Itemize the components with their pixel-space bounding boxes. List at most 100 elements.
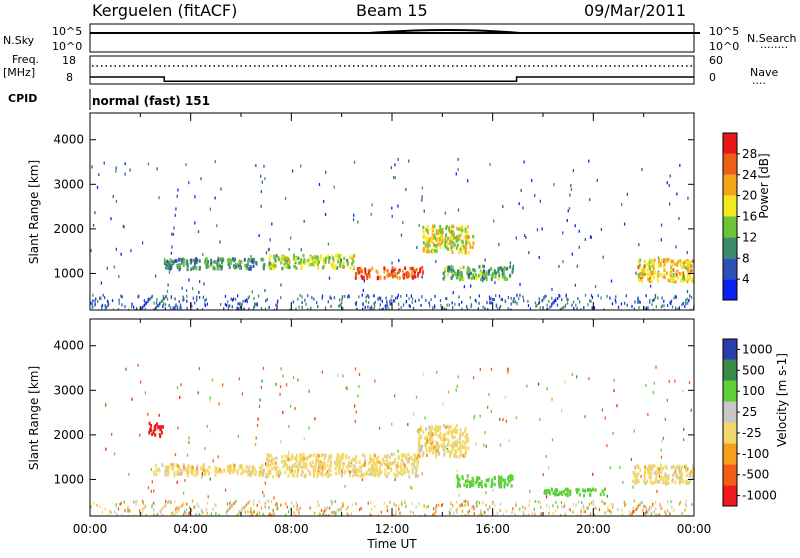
scatter-cell [517, 297, 520, 301]
scatter-cell [361, 478, 364, 482]
scatter-cell [487, 508, 490, 512]
scatter-cell [549, 305, 551, 309]
echo-cell [421, 266, 424, 270]
echo-cell [455, 246, 458, 250]
scatter-cell [129, 509, 131, 513]
echo-cell [212, 265, 215, 269]
scatter-cell [228, 507, 230, 511]
echo-cell [459, 441, 462, 446]
scatter-cell [625, 502, 627, 506]
scatter-cell [556, 303, 559, 307]
echo-cell [276, 465, 279, 470]
scatter-cell [408, 159, 410, 163]
scatter-cell [349, 470, 351, 474]
scatter-cell [547, 466, 550, 470]
scatter-cell [286, 505, 288, 509]
scatter-cell [131, 397, 133, 401]
scatter-cell [457, 168, 459, 172]
echo-cell [633, 474, 636, 478]
echo-cell [399, 464, 402, 469]
echo-cell [284, 261, 287, 265]
scatter-cell [675, 306, 677, 310]
scatter-cell [484, 258, 486, 262]
scatter-cell [418, 502, 420, 506]
scatter-cell [553, 183, 555, 187]
echo-cell [284, 462, 287, 466]
echo-cell [427, 240, 430, 245]
echo-cell [509, 265, 512, 269]
scatter-cell [92, 223, 95, 227]
echo-cell [298, 463, 301, 468]
echo-cell [659, 261, 662, 266]
scatter-cell [395, 296, 397, 300]
echo-cell [662, 466, 665, 471]
scatter-cell [369, 306, 371, 310]
scatter-cell [666, 398, 668, 402]
echo-cell [392, 460, 395, 465]
echo-cell [638, 263, 641, 267]
scatter-cell [330, 304, 332, 308]
scatter-cell [255, 436, 257, 440]
x-tick-label: 16:00 [475, 522, 510, 536]
scatter-cell [129, 168, 131, 172]
echo-cell [444, 445, 447, 450]
echo-cell [339, 456, 342, 461]
echo-cell [355, 470, 358, 475]
scatter-cell [256, 423, 259, 427]
scatter-cell [545, 308, 548, 310]
scatter-cell [238, 509, 240, 513]
echo-cell [465, 484, 468, 488]
scatter-cell [137, 363, 139, 367]
scatter-cell [101, 510, 104, 514]
scatter-cell [263, 164, 265, 168]
scatter-cell [410, 486, 412, 490]
scatter-cell [540, 505, 542, 509]
scatter-cell [196, 502, 198, 506]
scatter-cell [546, 503, 548, 507]
echo-cell [364, 458, 367, 463]
x-tick-label: 04:00 [173, 522, 208, 536]
scatter-cell [194, 301, 196, 305]
echo-cell [659, 463, 662, 468]
echo-cell [434, 432, 437, 436]
echo-cell [364, 472, 367, 476]
echo-cell [266, 458, 269, 463]
scatter-cell [292, 504, 295, 508]
scatter-cell [171, 512, 173, 516]
echo-cell [248, 267, 251, 271]
echo-cell [493, 271, 496, 275]
echo-cell [427, 244, 430, 249]
echo-cell [454, 443, 457, 447]
echo-cell [295, 453, 298, 458]
scatter-cell [255, 164, 257, 168]
echo-cell [441, 230, 444, 235]
echo-cell [428, 243, 431, 247]
echo-cell [651, 481, 654, 486]
scatter-cell [590, 501, 593, 505]
echo-cell [316, 262, 319, 267]
echo-cell [387, 471, 390, 476]
echo-cell [413, 275, 416, 279]
echo-cell [378, 469, 381, 474]
echo-cell [442, 277, 445, 281]
echo-cell [159, 425, 162, 429]
scatter-cell [170, 308, 173, 310]
scatter-cell [592, 499, 595, 503]
scatter-cell [262, 366, 265, 370]
echo-cell [190, 267, 193, 271]
scatter-cell [391, 422, 393, 426]
echo-cell [271, 457, 274, 462]
scatter-cell [362, 288, 364, 292]
echo-cell [285, 259, 288, 263]
echo-cell [472, 478, 475, 483]
scatter-cell [280, 367, 282, 371]
scatter-cell [338, 508, 340, 512]
scatter-cell [143, 304, 145, 308]
echo-cell [470, 480, 473, 484]
echo-cell [237, 469, 240, 473]
echo-cell [634, 476, 637, 481]
echo-cell [657, 274, 660, 278]
echo-cell [354, 465, 357, 469]
scatter-cell [669, 174, 671, 178]
scatter-cell [486, 405, 489, 409]
